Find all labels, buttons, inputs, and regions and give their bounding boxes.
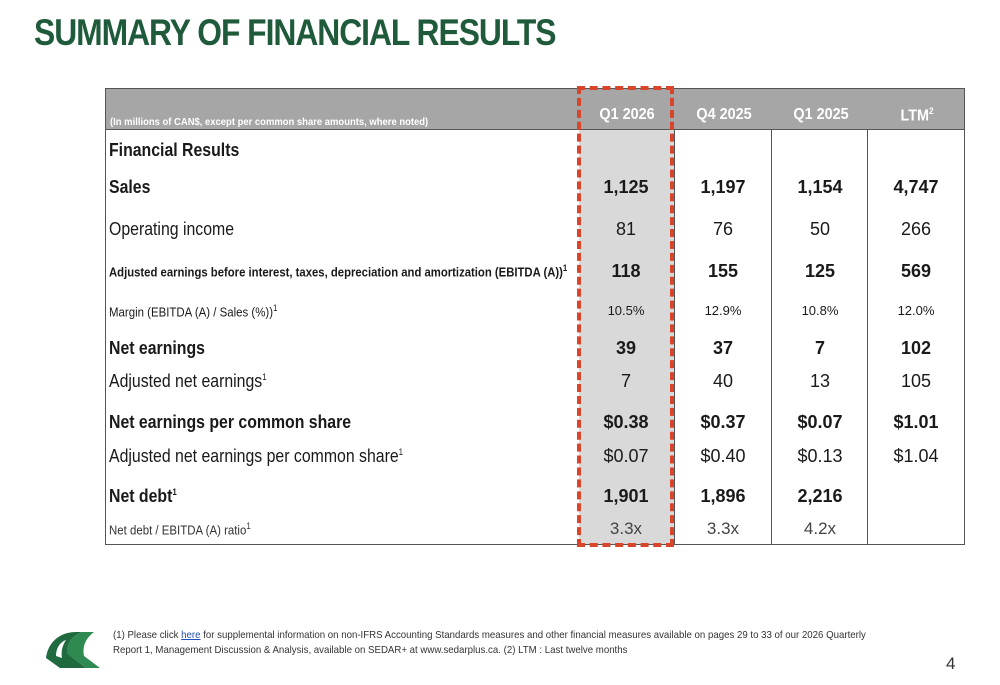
supplemental-info-link[interactable]: here	[181, 629, 201, 641]
cell-value: $1.04	[893, 446, 939, 466]
cell-value: 40	[712, 371, 734, 391]
cell-value: 3.3x	[609, 519, 643, 538]
column-header-q1-2025: Q1 2025	[793, 106, 849, 123]
cell-value: 12.0%	[897, 303, 935, 318]
cell-value: 50	[809, 219, 831, 239]
column-divider	[867, 130, 868, 545]
cell-value: 7	[814, 338, 825, 358]
cell-value: $0.13	[797, 446, 843, 466]
column-divider	[674, 130, 675, 545]
column-divider	[771, 130, 772, 545]
cell-value: 4.2x	[803, 519, 837, 538]
cell-value: 569	[900, 261, 932, 281]
row-label: Net debt / EBITDA (A) ratio1	[109, 521, 251, 538]
cell-value: 76	[712, 219, 734, 239]
cell-value: 7	[620, 371, 631, 391]
row-label: Adjusted earnings before interest, taxes…	[109, 263, 568, 280]
cell-value: 1,901	[603, 486, 649, 506]
row-label: Sales	[109, 177, 151, 197]
cell-value: 125	[804, 261, 836, 281]
table-header: (In millions of CAN$, except per common …	[105, 88, 965, 130]
footnote: (1) Please click here for supplemental i…	[113, 629, 866, 656]
cell-value: 10.5%	[607, 303, 645, 318]
cell-value: 266	[900, 219, 932, 239]
row-label: Margin (EBITDA (A) / Sales (%))1	[109, 303, 278, 320]
header-note: (In millions of CAN$, except per common …	[110, 116, 429, 128]
cell-value: 12.9%	[704, 303, 742, 318]
column-header-q1-2026: Q1 2026	[599, 106, 655, 123]
cell-value: $0.07	[797, 412, 843, 432]
cell-value: 4,747	[893, 177, 939, 197]
cell-value: 118	[611, 261, 641, 281]
row-label: Net earnings	[109, 338, 205, 358]
cell-value: $0.40	[700, 446, 746, 466]
cell-value: 1,154	[797, 177, 843, 197]
cell-value: 1,125	[603, 177, 649, 197]
cell-value: 13	[809, 371, 831, 391]
row-label: Net earnings per common share	[109, 412, 352, 432]
cell-value: $0.38	[603, 412, 649, 432]
cell-value: $0.37	[700, 412, 746, 432]
column-header-ltm: LTM2	[900, 106, 934, 125]
table-border-right	[964, 88, 965, 545]
company-logo	[46, 632, 100, 668]
q1-2026-highlight-frame	[577, 86, 674, 547]
cell-value: $0.07	[603, 446, 649, 466]
table-border-left	[105, 88, 106, 545]
cell-value: 2,216	[797, 486, 843, 506]
row-label: Net debt1	[109, 486, 177, 506]
page-title: SUMMARY OF FINANCIAL RESULTS	[34, 12, 557, 53]
section-title: Financial Results	[109, 140, 240, 160]
cell-value: 3.3x	[706, 519, 740, 538]
cell-value: 1,896	[700, 486, 746, 506]
row-label: Operating income	[109, 219, 235, 239]
cell-value: 39	[615, 338, 637, 358]
row-label: Adjusted net earnings per common share1	[109, 446, 404, 466]
table-border-bottom	[105, 544, 965, 545]
column-header-q4-2025: Q4 2025	[696, 106, 752, 123]
cell-value: 105	[900, 371, 932, 391]
cell-value: 10.8%	[801, 303, 839, 318]
cell-value: 37	[712, 338, 734, 358]
row-label: Adjusted net earnings1	[109, 371, 267, 391]
cell-value: 1,197	[700, 177, 746, 197]
financial-results-table: (In millions of CAN$, except per common …	[105, 86, 965, 547]
cell-value: 155	[707, 261, 739, 281]
cell-value: 81	[615, 219, 637, 239]
page-number: 4	[946, 654, 956, 673]
cell-value: $1.01	[893, 412, 939, 432]
highlight-column-q1-2026	[579, 130, 674, 545]
cell-value: 102	[900, 338, 932, 358]
